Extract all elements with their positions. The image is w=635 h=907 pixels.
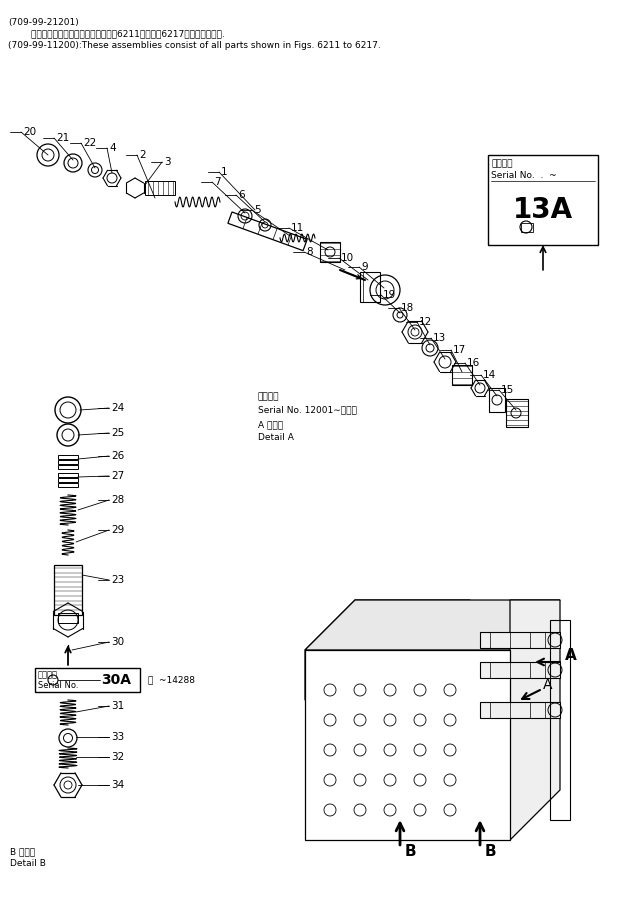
Text: 適用号機: 適用号機 — [258, 393, 279, 402]
Bar — [521, 223, 533, 232]
Bar — [145, 181, 175, 195]
Text: (709-99-21201): (709-99-21201) — [8, 17, 79, 26]
Text: 29: 29 — [111, 525, 124, 535]
Text: B: B — [405, 844, 417, 860]
Bar — [480, 632, 560, 648]
Text: 22: 22 — [83, 138, 97, 148]
Text: Serial No.: Serial No. — [38, 680, 79, 689]
Text: 適用号機: 適用号機 — [491, 160, 512, 169]
Text: B 詳細図: B 詳細図 — [10, 847, 35, 856]
Bar — [480, 702, 560, 718]
Bar — [506, 399, 528, 427]
Text: 適用号機: 適用号機 — [38, 670, 58, 679]
Text: 7: 7 — [214, 177, 220, 187]
Text: Serial No.  .  ~: Serial No. . ~ — [491, 171, 557, 180]
Polygon shape — [305, 650, 510, 840]
Bar — [58, 478, 78, 482]
Text: (709-99-11200):These assemblies consist of all parts shown in Figs. 6211 to 6217: (709-99-11200):These assemblies consist … — [8, 42, 381, 51]
Text: 9: 9 — [361, 262, 368, 272]
Text: B: B — [485, 844, 497, 860]
Text: これらのアセンブリの構成部品は第6211図から第6217図まで含みます.: これらのアセンブリの構成部品は第6211図から第6217図まで含みます. — [8, 30, 225, 38]
Text: 6: 6 — [238, 190, 244, 200]
Text: 32: 32 — [111, 752, 124, 762]
Text: 18: 18 — [401, 303, 414, 313]
Bar — [480, 662, 560, 678]
Bar — [550, 620, 570, 820]
Text: A 詳細図: A 詳細図 — [258, 421, 283, 430]
Text: 10: 10 — [341, 253, 354, 263]
Bar — [489, 388, 505, 412]
Text: 8: 8 — [306, 247, 312, 257]
Bar — [320, 242, 340, 262]
Text: 31: 31 — [111, 701, 124, 711]
Text: 30A: 30A — [101, 673, 131, 687]
Bar — [452, 365, 472, 385]
Bar — [360, 272, 380, 302]
Text: 3: 3 — [164, 157, 171, 167]
Text: 17: 17 — [453, 345, 466, 355]
Bar — [488, 155, 598, 245]
Text: 13: 13 — [433, 333, 446, 343]
Bar — [54, 565, 82, 615]
Polygon shape — [228, 212, 307, 250]
Text: 19: 19 — [383, 290, 396, 300]
Polygon shape — [305, 600, 470, 700]
Text: 33: 33 — [111, 732, 124, 742]
Text: 1: 1 — [221, 167, 227, 177]
Text: Detail A: Detail A — [258, 433, 294, 442]
Bar — [58, 613, 78, 623]
Text: 21: 21 — [56, 133, 69, 143]
Text: 25: 25 — [111, 428, 124, 438]
Text: 15: 15 — [501, 385, 514, 395]
Text: A: A — [543, 678, 552, 692]
Text: 12: 12 — [419, 317, 432, 327]
Text: 4: 4 — [109, 143, 116, 153]
Text: Detail B: Detail B — [10, 860, 46, 869]
Text: 11: 11 — [291, 223, 304, 233]
Polygon shape — [305, 600, 560, 650]
Text: ・  ~14288: ・ ~14288 — [145, 676, 195, 685]
Text: 26: 26 — [111, 451, 124, 461]
Text: 2: 2 — [139, 150, 145, 160]
Text: 34: 34 — [111, 780, 124, 790]
Bar — [58, 455, 78, 459]
Polygon shape — [510, 600, 560, 840]
Text: 24: 24 — [111, 403, 124, 413]
Bar — [58, 483, 78, 487]
Bar — [58, 465, 78, 469]
Text: 30: 30 — [111, 637, 124, 647]
Text: 20: 20 — [23, 127, 36, 137]
Bar — [58, 460, 78, 464]
Text: 14: 14 — [483, 370, 496, 380]
Text: 13A: 13A — [513, 196, 573, 224]
Text: 28: 28 — [111, 495, 124, 505]
Text: 23: 23 — [111, 575, 124, 585]
Bar — [35, 668, 140, 692]
Text: Serial No. 12001∼・・・: Serial No. 12001∼・・・ — [258, 405, 357, 414]
Bar — [58, 473, 78, 477]
Text: 5: 5 — [254, 205, 260, 215]
Text: 27: 27 — [111, 471, 124, 481]
Text: 16: 16 — [467, 358, 480, 368]
Text: A: A — [565, 648, 577, 662]
